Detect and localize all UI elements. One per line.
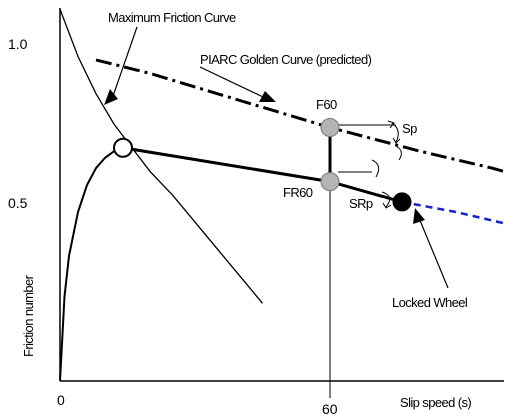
sp-angle-arc xyxy=(391,122,399,143)
srp-angle-arc xyxy=(381,191,391,208)
x-tick-label-60: 60 xyxy=(322,401,338,417)
y-axis-title: Friction number xyxy=(21,274,36,357)
sp-label: Sp xyxy=(402,121,417,136)
f60-label: F60 xyxy=(316,97,337,112)
locked-wheel-arrowhead xyxy=(413,208,425,224)
rising-friction-curve xyxy=(59,146,124,382)
fr60-point xyxy=(320,172,340,192)
fr-line xyxy=(122,146,403,204)
sp-arrowhead-1 xyxy=(387,120,395,129)
max-friction-point xyxy=(113,137,133,158)
max-curve-arrowhead xyxy=(104,89,118,105)
fr60-label: FR60 xyxy=(283,185,313,200)
sp-arrowhead-2 xyxy=(392,137,401,144)
locked-wheel-callout-line xyxy=(418,217,449,289)
max-curve-callout-line xyxy=(111,26,138,100)
x-axis-title: Slip speed (s) xyxy=(400,395,471,410)
maximum-friction-curve xyxy=(59,8,264,304)
piarc-arrowhead xyxy=(259,91,276,102)
locked-wheel-point xyxy=(392,192,412,212)
f60-point xyxy=(320,118,340,137)
fr-angle-arc-2 xyxy=(395,145,402,161)
srp-arrowhead xyxy=(382,202,392,209)
fr-angle-arc-1 xyxy=(371,159,380,178)
extrapolated-dashed-line xyxy=(401,200,507,226)
y-tick-label-1: 1.0 xyxy=(8,36,28,52)
srp-label: SRp xyxy=(349,196,373,211)
x-tick-label-0: 0 xyxy=(57,392,65,408)
piarc-golden-curve xyxy=(95,58,507,174)
max-friction-curve-label: Maximum Friction Curve xyxy=(108,10,236,25)
piarc-curve-label: PIARC Golden Curve (predicted) xyxy=(200,52,372,67)
piarc-callout-line xyxy=(199,66,264,98)
locked-wheel-label: Locked Wheel xyxy=(392,295,468,310)
y-tick-label-0: 0.5 xyxy=(8,195,28,211)
